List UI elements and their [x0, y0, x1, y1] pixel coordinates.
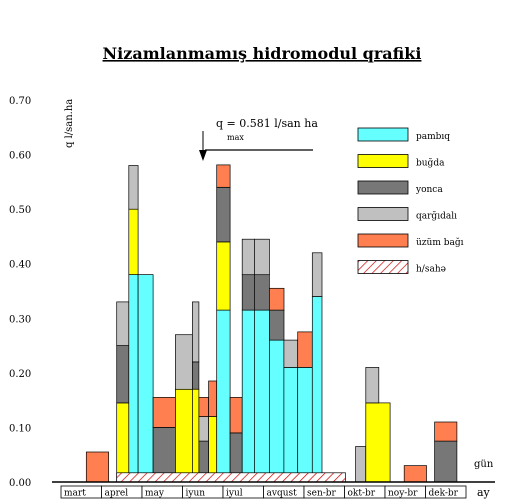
- bar-segment-qargidali: [192, 301, 200, 363]
- x-days-label: gün: [474, 459, 494, 470]
- bar-segment-pambiq: [311, 296, 323, 483]
- x-months-label: ay: [477, 486, 491, 499]
- bar-segment-bugda: [116, 402, 130, 483]
- area-band-rect: [116, 472, 346, 483]
- bar-segment-qargidali: [198, 416, 209, 442]
- qmax-label: q = 0.581 l/san ha: [216, 117, 318, 130]
- y-tick-label: 0.40: [9, 260, 31, 271]
- bar-segment-uzum: [269, 287, 285, 311]
- bar-segment-qargidali: [311, 252, 323, 297]
- y-tick-label: 0.60: [9, 151, 31, 162]
- bar-segment-uzum: [216, 164, 231, 188]
- bar-segment-uzum: [85, 451, 109, 483]
- bar-segment-qargidali: [365, 367, 380, 404]
- chart-title: Nizamlanmamış hidromodul qrafiki: [103, 44, 422, 63]
- bar-segment-bugda: [175, 388, 193, 483]
- legend-label-bugda: buğda: [416, 158, 445, 169]
- bar-segment-pambiq: [137, 274, 154, 483]
- bar-segment-qargidali: [175, 334, 193, 390]
- bar-segment-yonca: [434, 440, 458, 483]
- month-label: iyun: [186, 489, 206, 499]
- bar-segment-pambiq: [241, 309, 255, 483]
- bar-segment-yonca: [241, 274, 255, 311]
- bar-segment-uzum: [198, 397, 209, 417]
- y-tick-label: 0.20: [9, 369, 31, 380]
- month-row: mart aprel may iyun iyul avqust sen-br okt-br no…: [60, 485, 467, 499]
- month-label: okt-br: [348, 489, 376, 499]
- area-band: [116, 472, 346, 483]
- bar-segment-uzum: [152, 397, 176, 428]
- month-label: may: [145, 489, 165, 499]
- legend-swatch-qargidali: [357, 207, 409, 221]
- bar-segment-pambiq: [128, 274, 139, 483]
- bar-segment-bugda: [208, 416, 218, 483]
- bar-segment-yonca: [192, 361, 200, 390]
- bar-segment-qargidali: [116, 301, 130, 346]
- bar-segment-yonca: [269, 309, 285, 341]
- bar-segment-qargidali: [283, 339, 299, 368]
- bar-segment-uzum: [297, 331, 313, 368]
- month-cell: [425, 485, 467, 499]
- qmax-subscript: max: [227, 133, 244, 142]
- month-label: aprel: [105, 489, 129, 499]
- qmax-arrow-head: [199, 150, 207, 161]
- legend-label-qargidali: qarğıdalı: [416, 211, 457, 222]
- bar-segment-pambiq: [216, 309, 231, 483]
- y-tick-label: 0.10: [9, 423, 31, 434]
- y-tick-label: 0.30: [9, 314, 31, 325]
- bar-segment-qargidali: [128, 165, 139, 210]
- bar-segment-bugda: [192, 388, 200, 483]
- legend: pambıq buğda yonca qarğıdalı üzüm bağı h/sahə: [357, 127, 464, 275]
- bar-segment-yonca: [216, 186, 231, 243]
- bar-segment-uzum: [403, 465, 427, 483]
- bar-segment-qargidali: [254, 238, 270, 276]
- qmax-annotation: q = 0.581 l/san ha max: [199, 117, 318, 161]
- month-label: iyul: [226, 489, 243, 499]
- bar-segment-yonca: [254, 274, 270, 311]
- bar-segment-bugda: [365, 402, 391, 483]
- month-label: avqust: [267, 489, 298, 499]
- y-tick-label: 0.00: [9, 478, 31, 489]
- month-label: mart: [64, 489, 86, 499]
- legend-label-pambiq: pambıq: [416, 132, 450, 142]
- bar-segment-pambiq: [254, 309, 270, 483]
- bar-segment-yonca: [116, 345, 130, 404]
- bar-segment-uzum: [229, 397, 243, 434]
- legend-swatch-hatch: [357, 260, 409, 274]
- y-tick-labels: 0.00 0.10 0.20 0.30 0.40 0.50 0.60 0.70: [9, 96, 31, 489]
- bar-segment-qargidali: [241, 238, 255, 276]
- bar-segment-uzum: [208, 380, 218, 417]
- y-axis-label: q l/san.ha: [64, 99, 75, 148]
- bar-segment-pambiq: [283, 367, 299, 483]
- bar-segment-pambiq: [269, 339, 285, 483]
- y-tick-label: 0.70: [9, 96, 31, 107]
- bar-segment-uzum: [434, 421, 458, 442]
- legend-label-uzum: üzüm bağı: [416, 237, 464, 248]
- bar-segment-qargidali: [355, 446, 367, 483]
- bar-segment-bugda: [216, 241, 231, 311]
- month-label: noy-br: [388, 489, 418, 499]
- bar-segment-pambiq: [297, 367, 313, 483]
- y-tick-label: 0.50: [9, 205, 31, 216]
- legend-swatch-yonca: [357, 180, 409, 195]
- legend-swatch-uzum: [357, 233, 409, 248]
- month-label: dek-br: [429, 489, 459, 499]
- legend-swatch-bugda: [357, 154, 409, 168]
- legend-label-hatch: h/sahə: [416, 265, 446, 275]
- legend-swatch-pambiq: [357, 127, 409, 142]
- month-label: sen-br: [307, 489, 337, 499]
- bar-segment-bugda: [128, 208, 139, 275]
- legend-label-yonca: yonca: [415, 185, 443, 195]
